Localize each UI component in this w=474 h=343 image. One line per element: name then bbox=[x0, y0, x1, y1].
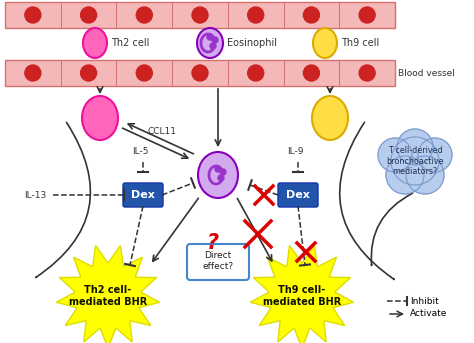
Circle shape bbox=[210, 43, 216, 49]
Circle shape bbox=[406, 156, 444, 194]
Circle shape bbox=[386, 156, 424, 194]
Text: Th2 cell: Th2 cell bbox=[111, 38, 149, 48]
Text: Th9 cell-
mediated BHR: Th9 cell- mediated BHR bbox=[263, 285, 341, 307]
Text: Th2 cell-
mediated BHR: Th2 cell- mediated BHR bbox=[69, 285, 147, 307]
Circle shape bbox=[378, 138, 412, 172]
Bar bbox=[5, 2, 395, 28]
Circle shape bbox=[137, 7, 152, 23]
Text: ?: ? bbox=[207, 233, 219, 253]
Text: Th9 cell: Th9 cell bbox=[341, 38, 379, 48]
Text: Dex: Dex bbox=[286, 190, 310, 200]
Ellipse shape bbox=[312, 96, 348, 140]
Ellipse shape bbox=[198, 152, 238, 198]
Circle shape bbox=[207, 34, 213, 40]
Circle shape bbox=[25, 7, 41, 23]
Text: T cell-derived
bronchoactive
mediators?: T cell-derived bronchoactive mediators? bbox=[386, 146, 444, 176]
Circle shape bbox=[359, 7, 375, 23]
Circle shape bbox=[215, 166, 221, 172]
Text: Dex: Dex bbox=[131, 190, 155, 200]
Circle shape bbox=[220, 169, 226, 175]
FancyArrowPatch shape bbox=[371, 193, 412, 265]
Circle shape bbox=[303, 65, 319, 81]
Circle shape bbox=[192, 65, 208, 81]
Circle shape bbox=[418, 138, 452, 172]
Polygon shape bbox=[56, 246, 160, 343]
Circle shape bbox=[397, 129, 433, 165]
Text: IL-13: IL-13 bbox=[24, 190, 46, 200]
Text: Blood vessel: Blood vessel bbox=[398, 69, 455, 78]
Circle shape bbox=[81, 7, 97, 23]
FancyBboxPatch shape bbox=[278, 183, 318, 207]
Polygon shape bbox=[250, 246, 354, 343]
Ellipse shape bbox=[83, 28, 107, 58]
Text: Eosinophil: Eosinophil bbox=[227, 38, 277, 48]
Text: Activate: Activate bbox=[410, 309, 447, 319]
FancyArrowPatch shape bbox=[340, 122, 394, 280]
FancyBboxPatch shape bbox=[123, 183, 163, 207]
Ellipse shape bbox=[313, 28, 337, 58]
Circle shape bbox=[137, 65, 152, 81]
Circle shape bbox=[25, 65, 41, 81]
Circle shape bbox=[218, 175, 224, 181]
FancyBboxPatch shape bbox=[187, 244, 249, 280]
Circle shape bbox=[248, 7, 264, 23]
Text: Inhibit: Inhibit bbox=[410, 296, 439, 306]
Circle shape bbox=[192, 7, 208, 23]
Ellipse shape bbox=[82, 96, 118, 140]
Text: Direct
effect?: Direct effect? bbox=[202, 251, 234, 271]
Circle shape bbox=[248, 65, 264, 81]
Circle shape bbox=[303, 7, 319, 23]
Circle shape bbox=[81, 65, 97, 81]
Text: CCL11: CCL11 bbox=[147, 127, 176, 136]
Text: IL-9: IL-9 bbox=[287, 146, 303, 155]
FancyArrowPatch shape bbox=[36, 122, 91, 277]
Text: IL-5: IL-5 bbox=[132, 146, 148, 155]
Circle shape bbox=[391, 137, 439, 185]
Circle shape bbox=[212, 37, 218, 43]
Ellipse shape bbox=[197, 28, 223, 58]
Bar bbox=[5, 60, 395, 86]
Circle shape bbox=[359, 65, 375, 81]
